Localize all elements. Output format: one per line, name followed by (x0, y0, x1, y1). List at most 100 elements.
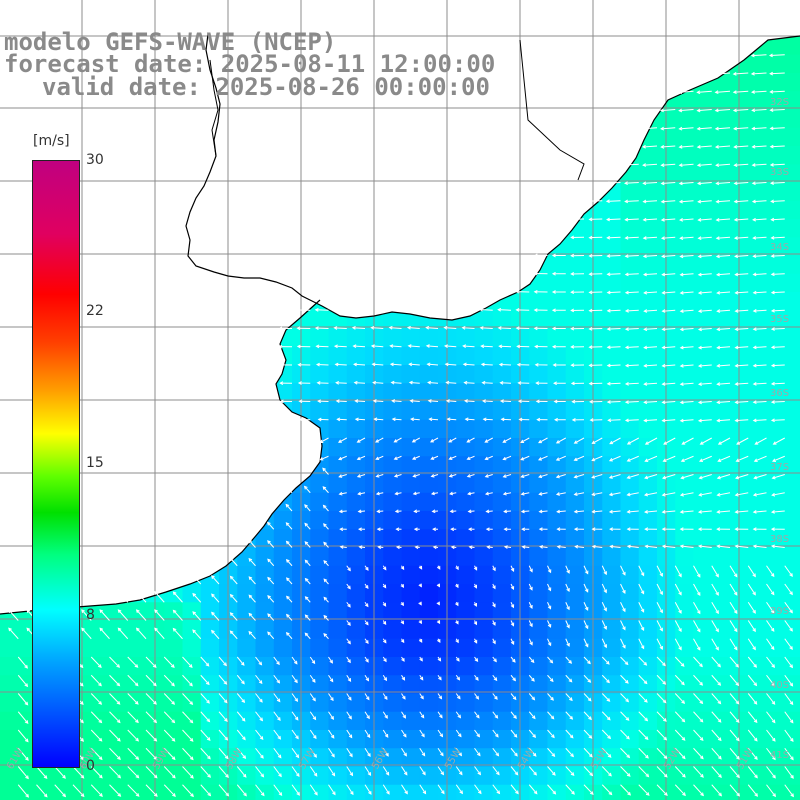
wind-arrow (588, 199, 603, 203)
wind-arrow (556, 527, 566, 532)
wind-arrow (620, 766, 631, 777)
wind-arrow (643, 290, 658, 295)
wind-arrow (528, 729, 537, 738)
wind-arrow (474, 656, 479, 662)
wind-arrow (656, 674, 667, 685)
wind-arrow (285, 485, 293, 494)
wind-arrow (255, 747, 264, 759)
wind-arrow (752, 492, 767, 497)
wind-arrow (660, 236, 676, 240)
wind-arrow (411, 455, 420, 460)
wind-arrow (389, 344, 402, 348)
wind-arrow (696, 145, 712, 149)
wind-arrow (766, 729, 776, 742)
wind-arrow (528, 583, 533, 591)
wind-arrow (437, 674, 442, 681)
wind-arrow (400, 638, 405, 644)
wind-arrow (444, 362, 457, 367)
wind-arrow (516, 344, 530, 349)
wind-arrow (455, 565, 459, 571)
wind-arrow (364, 729, 371, 739)
wind-arrow (624, 400, 639, 404)
wind-arrow (455, 674, 461, 681)
wind-arrow (407, 344, 420, 348)
wind-arrow (278, 344, 293, 349)
wind-arrow (547, 674, 554, 683)
wind-arrow (538, 509, 548, 514)
wind-arrow (716, 527, 731, 531)
wind-arrow (211, 593, 220, 603)
wind-arrow (784, 766, 794, 779)
wind-arrow (427, 399, 439, 403)
wind-arrow (455, 784, 463, 795)
wind-arrow (674, 766, 686, 778)
wind-arrow (573, 437, 585, 444)
wind-arrow (182, 766, 194, 779)
wind-arrow (382, 656, 387, 663)
wind-arrow (674, 784, 686, 797)
wind-arrow (515, 289, 530, 294)
wind-arrow (716, 510, 731, 514)
wind-arrow (510, 565, 515, 572)
wind-arrow (570, 345, 585, 349)
wind-arrow (620, 638, 626, 649)
wind-arrow (769, 90, 785, 94)
wind-arrow (656, 583, 663, 596)
wind-arrow (154, 590, 165, 603)
wind-arrow (211, 575, 220, 585)
wind-arrow (395, 527, 402, 532)
wind-arrow (218, 693, 228, 704)
wind-arrow (236, 693, 246, 704)
colorbar-tick-30: 30 (86, 152, 104, 168)
wind-arrow (467, 509, 475, 514)
wind-arrow (679, 510, 694, 514)
wind-arrow (679, 218, 694, 222)
wind-arrow (674, 729, 686, 741)
wind-arrow (528, 620, 533, 628)
wind-arrow (278, 326, 293, 331)
wind-arrow (382, 565, 387, 571)
wind-arrow (285, 613, 293, 621)
wind-arrow (620, 656, 629, 666)
wind-arrow (492, 711, 499, 719)
wind-arrow (588, 363, 603, 368)
wind-arrow (466, 437, 475, 443)
wind-arrow (400, 620, 405, 625)
wind-arrow (644, 474, 658, 480)
wind-arrow (492, 674, 498, 682)
wind-arrow (419, 711, 425, 719)
wind-arrow (255, 711, 264, 722)
wind-arrow (455, 693, 461, 700)
wind-arrow (163, 656, 175, 669)
wind-arrow (182, 784, 194, 798)
wind-arrow (346, 565, 351, 572)
wind-arrow (248, 630, 256, 640)
wind-arrow (656, 784, 668, 796)
wind-arrow (734, 527, 749, 531)
wind-arrow (393, 474, 402, 478)
wind-arrow (533, 289, 548, 294)
wind-arrow (583, 620, 589, 630)
wind-arrow (401, 729, 407, 738)
wind-arrow (769, 126, 785, 131)
wind-arrow (408, 362, 420, 367)
wind-arrow (127, 747, 140, 761)
wind-arrow (609, 544, 621, 549)
wind-arrow (528, 674, 535, 682)
wind-arrow (445, 380, 457, 385)
wind-arrow (273, 674, 281, 684)
wind-arrow (583, 711, 592, 721)
wind-arrow (286, 595, 293, 603)
wind-arrow (353, 380, 366, 385)
wind-arrow (319, 455, 329, 461)
model-name: modelo GEFS-WAVE (NCEP) (4, 28, 337, 56)
wind-arrow (304, 596, 311, 603)
wind-arrow (697, 309, 712, 313)
wind-arrow (172, 591, 183, 603)
wind-arrow (109, 766, 122, 779)
wind-arrow (492, 729, 499, 738)
wind-arrow (309, 784, 318, 796)
wind-arrow (418, 565, 423, 570)
wind-arrow (638, 565, 645, 577)
